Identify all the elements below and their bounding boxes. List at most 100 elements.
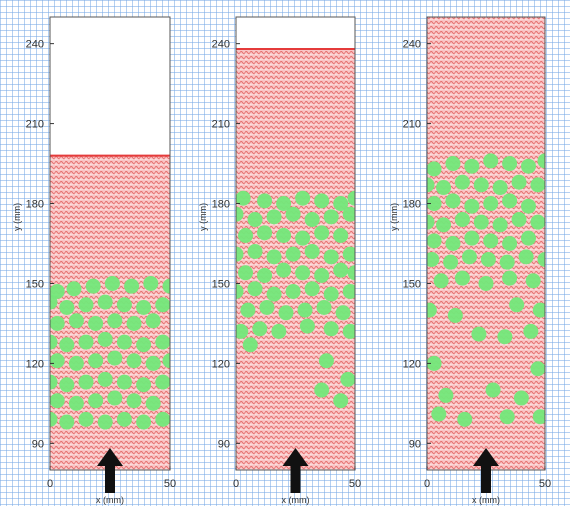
particle-3-34	[427, 251, 440, 267]
particle-3-56	[485, 382, 501, 398]
particle-2-54	[242, 337, 258, 353]
y-tick-label-1-5: 210	[26, 119, 44, 131]
particle-3-3	[464, 158, 480, 174]
particle-2-37	[266, 286, 282, 302]
particle-1-33	[145, 355, 161, 371]
particle-1-48	[50, 411, 58, 427]
particle-2-11	[285, 206, 301, 222]
y-axis-label-1: y (mm)	[12, 203, 22, 231]
particle-2-23	[266, 249, 282, 265]
particle-1-45	[107, 390, 123, 406]
particle-3-25	[492, 217, 508, 233]
particle-1-30	[88, 353, 104, 369]
x-axis-label-3: x (mm)	[472, 495, 500, 505]
particle-1-11	[97, 294, 113, 310]
particle-3-29	[445, 236, 461, 251]
particle-1-26	[136, 337, 152, 353]
x-tick-label-2-2: 50	[349, 478, 361, 490]
y-tick-label-3-4: 180	[403, 199, 421, 211]
particle-2-1	[236, 190, 251, 206]
particle-1-42	[50, 393, 65, 409]
x-axis-label-2: x (mm)	[282, 495, 310, 505]
particle-1-40	[136, 377, 152, 393]
particle-3-7	[537, 153, 545, 169]
particle-1-22	[59, 337, 75, 353]
particle-3-6	[520, 158, 536, 174]
particle-2-4	[295, 190, 311, 206]
particle-2-27	[342, 246, 355, 262]
particle-3-2	[445, 156, 461, 172]
y-tick-label-3-5: 210	[403, 119, 421, 131]
particle-2-24	[285, 246, 301, 262]
particle-1-4	[104, 275, 120, 291]
particle-3-46	[427, 302, 437, 318]
particle-2-13	[323, 209, 339, 225]
y-tick-label-2-6: 240	[212, 39, 230, 51]
particle-1-13	[136, 299, 152, 315]
particle-3-44	[502, 270, 518, 286]
particle-2-41	[342, 283, 355, 299]
particle-2-49	[252, 321, 268, 337]
y-tick-label-1-1: 90	[32, 438, 44, 450]
particle-1-10	[78, 297, 94, 313]
particle-1-52	[116, 411, 132, 427]
particle-3-43	[478, 275, 494, 291]
particle-3-37	[480, 251, 496, 267]
y-tick-label-2-4: 180	[212, 199, 230, 211]
particle-2-51	[299, 318, 315, 334]
particle-2-42	[240, 302, 256, 318]
particle-1-38	[97, 371, 113, 387]
x-tick-label-2-1: 0	[233, 478, 239, 490]
particle-3-53	[427, 355, 442, 371]
particle-1-16	[68, 313, 84, 329]
particle-2-15	[238, 228, 254, 244]
particle-2-2	[257, 193, 273, 209]
y-tick-label-1-6: 240	[26, 39, 44, 51]
particle-2-34	[347, 265, 355, 281]
particle-3-54	[530, 361, 545, 377]
particle-2-45	[297, 302, 313, 318]
particle-3-15	[427, 196, 442, 212]
particle-3-12	[492, 180, 508, 196]
particle-3-57	[513, 390, 529, 406]
particle-2-19	[314, 225, 330, 241]
particle-2-30	[276, 262, 292, 278]
particle-1-41	[155, 374, 170, 390]
particle-1-14	[155, 297, 170, 313]
particle-3-31	[483, 233, 499, 249]
particle-1-15	[50, 315, 65, 331]
particle-2-6	[333, 196, 349, 212]
particle-2-31	[295, 265, 311, 281]
particle-2-21	[236, 246, 244, 262]
particle-3-4	[483, 153, 499, 169]
y-tick-label-3-6: 240	[403, 39, 421, 51]
particle-2-33	[333, 262, 349, 278]
particle-1-9	[59, 299, 75, 315]
particle-2-10	[266, 209, 282, 225]
particle-2-58	[333, 393, 349, 409]
particles-1	[50, 275, 170, 430]
particle-1-51	[97, 414, 113, 430]
particle-1-24	[97, 331, 113, 347]
particle-2-22	[247, 243, 263, 259]
particle-3-61	[532, 409, 545, 425]
particle-2-36	[247, 281, 263, 297]
particle-2-46	[316, 299, 332, 315]
particle-1-8	[50, 294, 58, 310]
particle-2-12	[304, 212, 320, 228]
particle-1-2	[66, 281, 82, 297]
particle-1-43	[68, 395, 84, 411]
inflow-arrow-icon-3	[473, 448, 499, 493]
particle-2-5	[314, 193, 330, 209]
particle-1-7	[162, 278, 170, 294]
x-tick-label-3-2: 50	[539, 478, 551, 490]
particle-2-50	[271, 323, 287, 339]
particle-3-55	[438, 387, 454, 403]
particle-3-24	[473, 214, 489, 230]
particle-1-49	[59, 414, 75, 430]
particle-3-38	[499, 254, 515, 270]
particle-3-50	[471, 326, 487, 342]
y-tick-label-3-2: 120	[403, 358, 421, 370]
particle-1-27	[155, 334, 170, 350]
